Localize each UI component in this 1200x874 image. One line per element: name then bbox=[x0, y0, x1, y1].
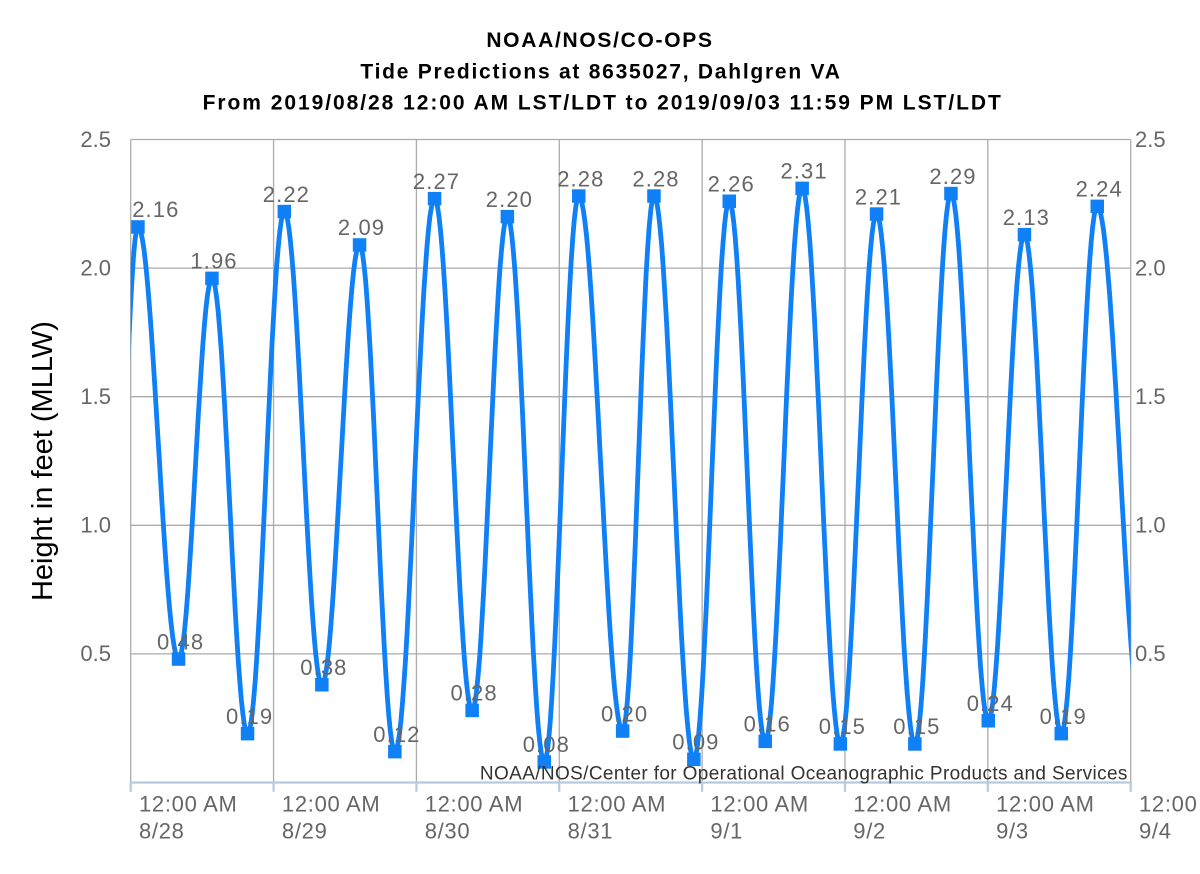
svg-text:1.0: 1.0 bbox=[1135, 513, 1166, 538]
svg-text:From 2019/08/28 12:00 AM LST/L: From 2019/08/28 12:00 AM LST/LDT to 2019… bbox=[203, 92, 1003, 115]
svg-text:0.19: 0.19 bbox=[226, 704, 273, 729]
svg-text:8/28: 8/28 bbox=[139, 819, 185, 844]
svg-text:9/3: 9/3 bbox=[996, 819, 1029, 844]
svg-text:2.22: 2.22 bbox=[263, 182, 310, 207]
svg-text:2.20: 2.20 bbox=[486, 187, 533, 212]
svg-text:0.48: 0.48 bbox=[157, 629, 204, 654]
svg-text:0.15: 0.15 bbox=[893, 714, 940, 739]
svg-text:12:00 AM: 12:00 AM bbox=[282, 791, 381, 816]
svg-text:2.5: 2.5 bbox=[80, 127, 111, 152]
svg-text:0.28: 0.28 bbox=[450, 681, 497, 706]
svg-text:Tide Predictions at 8635027, D: Tide Predictions at 8635027, Dahlgren VA bbox=[360, 61, 841, 84]
svg-text:0.15: 0.15 bbox=[819, 714, 866, 739]
svg-text:2.13: 2.13 bbox=[1003, 205, 1050, 230]
svg-text:2.28: 2.28 bbox=[557, 166, 604, 191]
svg-text:12:00 AM: 12:00 AM bbox=[139, 791, 238, 816]
svg-text:2.29: 2.29 bbox=[929, 164, 976, 189]
svg-text:0.08: 0.08 bbox=[523, 732, 570, 757]
svg-text:1.0: 1.0 bbox=[80, 513, 111, 538]
svg-text:2.16: 2.16 bbox=[132, 197, 179, 222]
svg-text:2.09: 2.09 bbox=[338, 215, 385, 240]
svg-text:2.21: 2.21 bbox=[855, 184, 902, 209]
svg-text:0.5: 0.5 bbox=[80, 641, 111, 666]
svg-text:0.38: 0.38 bbox=[300, 655, 347, 680]
svg-text:12:00 AM: 12:00 AM bbox=[568, 791, 667, 816]
svg-text:8/31: 8/31 bbox=[568, 819, 614, 844]
svg-text:9/2: 9/2 bbox=[853, 819, 886, 844]
svg-text:0.24: 0.24 bbox=[967, 691, 1014, 716]
svg-text:2.31: 2.31 bbox=[780, 159, 827, 184]
svg-text:0.09: 0.09 bbox=[672, 730, 719, 755]
svg-text:9/1: 9/1 bbox=[710, 819, 743, 844]
svg-text:0.20: 0.20 bbox=[601, 701, 648, 726]
svg-text:2.0: 2.0 bbox=[1135, 255, 1166, 280]
svg-text:2.26: 2.26 bbox=[708, 172, 755, 197]
svg-text:12:00 AM: 12:00 AM bbox=[710, 791, 809, 816]
svg-text:8/29: 8/29 bbox=[282, 819, 328, 844]
svg-text:12:00 AM: 12:00 AM bbox=[425, 791, 524, 816]
svg-text:0.12: 0.12 bbox=[373, 722, 420, 747]
svg-text:2.0: 2.0 bbox=[80, 255, 111, 280]
svg-text:2.24: 2.24 bbox=[1076, 177, 1123, 202]
svg-text:1.5: 1.5 bbox=[80, 384, 111, 409]
svg-text:2.27: 2.27 bbox=[413, 169, 460, 194]
svg-text:12:00 AM: 12:00 AM bbox=[996, 791, 1095, 816]
svg-text:0.5: 0.5 bbox=[1135, 641, 1166, 666]
svg-text:2.5: 2.5 bbox=[1135, 127, 1166, 152]
svg-text:NOAA/NOS/Center for Operationa: NOAA/NOS/Center for Operational Oceanogr… bbox=[480, 763, 1128, 784]
svg-text:1.5: 1.5 bbox=[1135, 384, 1166, 409]
svg-text:2.28: 2.28 bbox=[632, 166, 679, 191]
svg-text:NOAA/NOS/CO-OPS: NOAA/NOS/CO-OPS bbox=[486, 29, 713, 52]
svg-text:0.16: 0.16 bbox=[744, 712, 791, 737]
svg-text:12:00 AM: 12:00 AM bbox=[853, 791, 952, 816]
svg-text:12:00 AM: 12:00 AM bbox=[1139, 791, 1200, 816]
svg-text:8/30: 8/30 bbox=[425, 819, 471, 844]
svg-text:1.96: 1.96 bbox=[190, 249, 237, 274]
svg-text:9/4: 9/4 bbox=[1139, 819, 1172, 844]
svg-text:Height in feet (MLLW): Height in feet (MLLW) bbox=[27, 321, 59, 601]
svg-text:0.19: 0.19 bbox=[1040, 704, 1087, 729]
